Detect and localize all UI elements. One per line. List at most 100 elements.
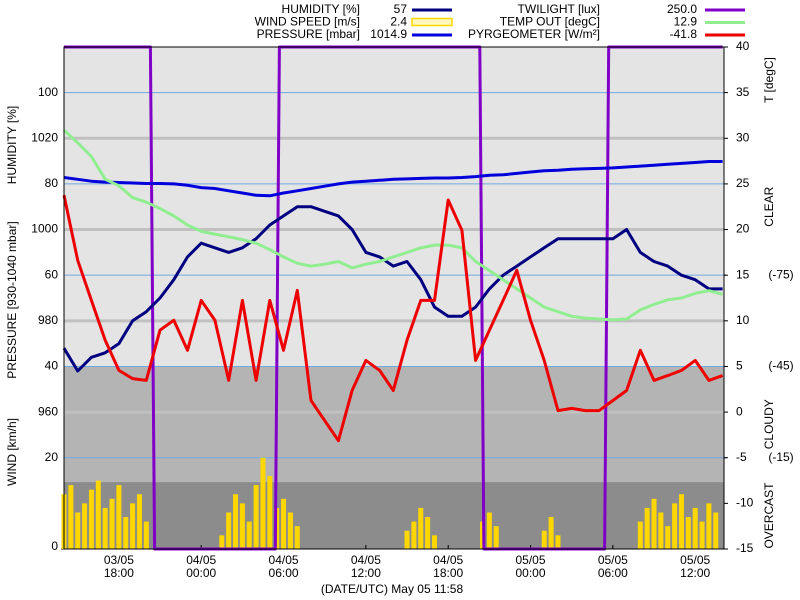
wind-bar xyxy=(637,521,643,549)
wind-bar xyxy=(75,512,81,549)
wind-bar xyxy=(95,480,101,549)
wind-bar xyxy=(88,489,94,549)
wind-bar xyxy=(233,494,239,549)
wind-bar xyxy=(294,526,300,549)
x-tick-date: 04/05 xyxy=(186,553,216,567)
legend-label: TWILIGHT [lux] xyxy=(518,2,600,16)
wind-bar xyxy=(644,507,650,549)
temp-tick-label: 40 xyxy=(736,39,750,53)
wind-bar xyxy=(541,530,547,549)
x-tick-date: 05/05 xyxy=(680,553,710,567)
temp-tick-label: -10 xyxy=(736,496,754,510)
wind-bar xyxy=(493,526,499,549)
wind-bar xyxy=(685,517,691,549)
pyrgeometer-tick-label: (-15) xyxy=(768,450,793,464)
temp-tick-label: 5 xyxy=(736,359,743,373)
legend-swatch xyxy=(411,17,453,27)
wind-bar xyxy=(130,503,136,549)
pyrgeometer-tick-label: (-75) xyxy=(768,267,793,281)
sky-band xyxy=(64,482,724,549)
x-tick-label: 00:00 xyxy=(186,566,216,580)
wind-bar xyxy=(239,503,245,549)
wind-bar xyxy=(253,485,259,549)
wind-bar xyxy=(246,521,252,549)
wind-bar xyxy=(706,503,712,549)
wind-bar xyxy=(678,494,684,549)
legend-label: PRESSURE [mbar] xyxy=(257,27,360,41)
wind-bar xyxy=(672,503,678,549)
pressure-axis-label: PRESSURE [930-1040 mbar] xyxy=(5,221,19,378)
wind-bar xyxy=(418,507,424,549)
x-tick-label: 12:00 xyxy=(351,566,381,580)
pressure-tick-label: 1020 xyxy=(31,130,58,144)
wind-axis-label: WIND [km/h] xyxy=(5,418,19,486)
wind-bar xyxy=(123,517,129,549)
pyrgeometer-tick-label: (-45) xyxy=(768,359,793,373)
wind-bar xyxy=(555,535,561,549)
wind-bar xyxy=(143,521,149,549)
band-label: CLOUDY xyxy=(762,399,776,449)
wind-bar xyxy=(281,498,287,549)
x-tick-date: 04/05 xyxy=(351,553,381,567)
legend-value: 1014.9 xyxy=(370,27,407,41)
temp-tick-label: 25 xyxy=(736,176,750,190)
wind-bar xyxy=(136,494,142,549)
x-tick-date: 05/05 xyxy=(598,553,628,567)
wind-bar xyxy=(226,512,232,549)
series-line xyxy=(62,194,724,443)
x-tick-date: 05/05 xyxy=(516,553,546,567)
x-tick-label: 18:00 xyxy=(433,566,463,580)
humidity-tick-label: 60 xyxy=(45,267,59,281)
temp-tick-label: 10 xyxy=(736,313,750,327)
x-tick-label: 06:00 xyxy=(269,566,299,580)
x-tick-date: 04/05 xyxy=(269,553,299,567)
temp-tick-label: -15 xyxy=(736,541,754,555)
legend-label: HUMIDITY [%] xyxy=(282,2,360,16)
temp-tick-label: 35 xyxy=(736,85,750,99)
legend-value: 12.9 xyxy=(674,15,698,29)
humidity-axis-label: HUMIDITY [%] xyxy=(5,106,19,184)
wind-bar xyxy=(219,535,225,549)
wind-bar xyxy=(431,535,437,549)
wind-bar xyxy=(548,517,554,549)
legend-value: 57 xyxy=(394,2,408,16)
wind-bar xyxy=(260,457,266,549)
wind-bar xyxy=(102,507,108,549)
series-line xyxy=(63,160,723,198)
wind-bar xyxy=(713,512,719,549)
temp-tick-label: 0 xyxy=(736,404,743,418)
band-label: OVERCAST xyxy=(762,482,776,549)
pressure-tick-label: 1000 xyxy=(31,222,58,236)
series-line xyxy=(62,205,723,373)
x-tick-label: 12:00 xyxy=(680,566,710,580)
wind-bar xyxy=(68,485,74,549)
legend-label: TEMP OUT [degC] xyxy=(500,15,600,29)
wind-bar xyxy=(425,517,431,549)
wind-bar xyxy=(411,521,417,549)
x-tick-label: 00:00 xyxy=(516,566,546,580)
legend-value: 250.0 xyxy=(667,2,697,16)
wind-bar xyxy=(692,507,698,549)
x-tick-label: 06:00 xyxy=(598,566,628,580)
temp-tick-label: 20 xyxy=(736,222,750,236)
wind-bar xyxy=(116,485,122,549)
temp-axis-label: T [degC] xyxy=(762,57,776,103)
wind-bar xyxy=(699,521,705,549)
humidity-tick-label: 80 xyxy=(45,176,59,190)
wind-bar xyxy=(82,503,88,549)
series-line xyxy=(62,128,723,322)
wind-bar xyxy=(651,498,657,549)
wind-bar xyxy=(109,498,115,549)
x-axis-label: (DATE/UTC) May 05 11:58 xyxy=(321,582,464,596)
wind-bar xyxy=(665,526,671,549)
x-tick-date: 03/05 xyxy=(104,553,134,567)
pressure-tick-label: 980 xyxy=(38,313,58,327)
wind-bar xyxy=(486,512,492,549)
temp-tick-label: 30 xyxy=(736,130,750,144)
legend-label: WIND SPEED [m/s] xyxy=(255,15,360,29)
temp-tick-label: 15 xyxy=(736,267,750,281)
wind-tick-label: 0 xyxy=(51,539,58,553)
pressure-tick-label: 960 xyxy=(38,404,58,418)
band-label: CLEAR xyxy=(762,186,776,226)
